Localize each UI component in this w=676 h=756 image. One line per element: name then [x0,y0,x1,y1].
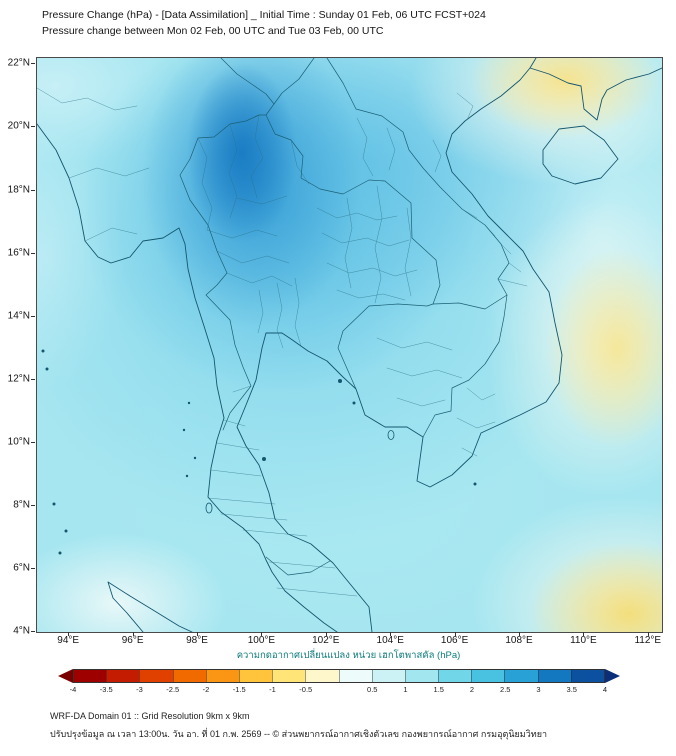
colorbar-segment [106,670,140,682]
colorbar-tick-label: 3.5 [566,685,577,694]
x-axis-tick [68,632,70,636]
x-axis-label: 102°E [312,635,340,646]
y-axis-label: 18°N [7,184,30,195]
colorbar-tick-label: 1 [403,685,408,694]
x-axis-label: 98°E [186,635,208,646]
country-borders [179,58,510,576]
x-axis-label: 100°E [247,635,276,646]
colorbar-tick-label: 3 [536,685,541,694]
colorbar-segment [570,670,604,682]
colorbar-tick-label: 2 [469,685,475,694]
y-axis-tick [31,378,35,380]
colorbar-tick-label: -3 [136,685,143,694]
y-axis-tick [31,568,35,570]
colorbar-segment [272,670,306,682]
pressure-change-shading [37,58,662,632]
y-axis-tick [31,631,35,633]
map-plot [36,57,663,633]
y-axis-tick [31,189,35,191]
y-axis-tick [31,505,35,506]
x-axis-tick [261,632,263,636]
y-axis-label: 20°N [7,120,30,132]
y-axis-label: 12°N [7,373,30,385]
colorbar-tick-label: 2.5 [500,685,511,694]
colorbar-segment [74,670,107,682]
colorbar-tick-label: 1.5 [433,685,444,694]
colorbar-tick-label: -1.5 [232,685,246,694]
colorbar-arrow-right-icon [605,669,620,683]
title-line-2: Pressure change between Mon 02 Feb, 00 U… [42,25,384,37]
x-axis-tick [197,632,198,636]
colorbar-segment [205,670,239,682]
colorbar-arrow-left-icon [58,669,73,683]
x-axis-label: 112°E [634,635,662,646]
y-axis-labels: 22°N 20°N 18°N 16°N 14°N 12°N 10°N 8°N 6°N 4°N [0,57,33,637]
y-axis-label: 8°N [13,499,30,511]
y-axis-label: 22°N [7,57,30,69]
colorbar-tick-label: -2.5 [166,685,180,694]
colorbar-tick-label: -0.5 [299,685,313,694]
footer-update-info: ปรับปรุงข้อมูล ณ เวลา 13:00น. วัน อา. ที… [50,729,548,739]
province-borders [37,87,528,597]
colorbar-segment [471,670,505,682]
colorbar-segment [139,670,173,682]
colorbar-segment [238,670,273,682]
y-axis-tick [31,126,35,128]
coastlines [37,58,662,632]
x-axis-label: 108°E [505,635,533,646]
x-axis-label: 96°E [121,635,144,646]
islands [41,349,477,555]
y-axis-tick [31,63,35,65]
colorbar-tick-label: -4 [69,685,77,694]
y-axis-label: 4°N [13,625,30,637]
colorbar-segment [438,670,472,682]
x-axis-label: 94°E [57,635,80,646]
x-axis-tick [132,632,134,636]
map-outlines [37,58,662,632]
colorbar-segment [338,670,372,682]
x-axis-tick [325,632,327,636]
colorbar-segment [404,670,439,682]
x-axis-tick [390,632,392,636]
colorbar-tick-label: -3.5 [99,685,113,694]
y-axis-label: 6°N [13,562,30,574]
x-axis-tick [583,632,585,636]
colorbar-segment [371,670,405,682]
colorbar-segment [305,670,339,682]
colorbar-segment [537,670,571,682]
x-axis-labels: 94°E 96°E 98°E 100°E 102°E 104°E 106°E 108°E 110… [36,635,661,649]
x-axis-label: 106°E [440,635,469,646]
footer-domain-info: WRF-DA Domain 01 :: Grid Resolution 9km … [50,711,250,721]
colorbar-tick-label: -1 [269,685,276,694]
x-axis-tick [647,632,649,636]
y-axis-label: 10°N [7,436,30,448]
x-axis-tick [519,632,520,636]
colorbar-tick-label: -2 [202,685,210,694]
y-axis-tick [31,252,35,254]
colorbar-segment [504,670,538,682]
colorbar [58,669,620,683]
x-axis-label: 110°E [570,635,597,646]
colorbar-tick-label: 0.5 [367,685,378,694]
colorbar-bar [73,669,605,683]
y-axis-label: 14°N [7,310,30,322]
colorbar-segment [172,670,206,682]
colorbar-ticks: -4 -3.5 -3 -2.5 -2 -1.5 -1 -0.5 0.5 1 1.5 2 2.5 3 3.5 4 [58,685,620,695]
title-line-1: Pressure Change (hPa) - [Data Assimilati… [42,9,486,21]
y-axis-label: 16°N [7,247,30,259]
y-axis-tick [31,315,35,317]
x-axis-label: 104°E [376,635,404,646]
x-axis-tick [454,632,456,636]
header: Pressure Change (hPa) - [Data Assimilati… [42,7,486,39]
colorbar-tick-label: 4 [602,685,608,694]
colorbar-label: ความกดอากาศเปลี่ยนแปลง หน่วย เฮกโตพาสคัล… [236,650,461,661]
y-axis-tick [31,441,35,443]
